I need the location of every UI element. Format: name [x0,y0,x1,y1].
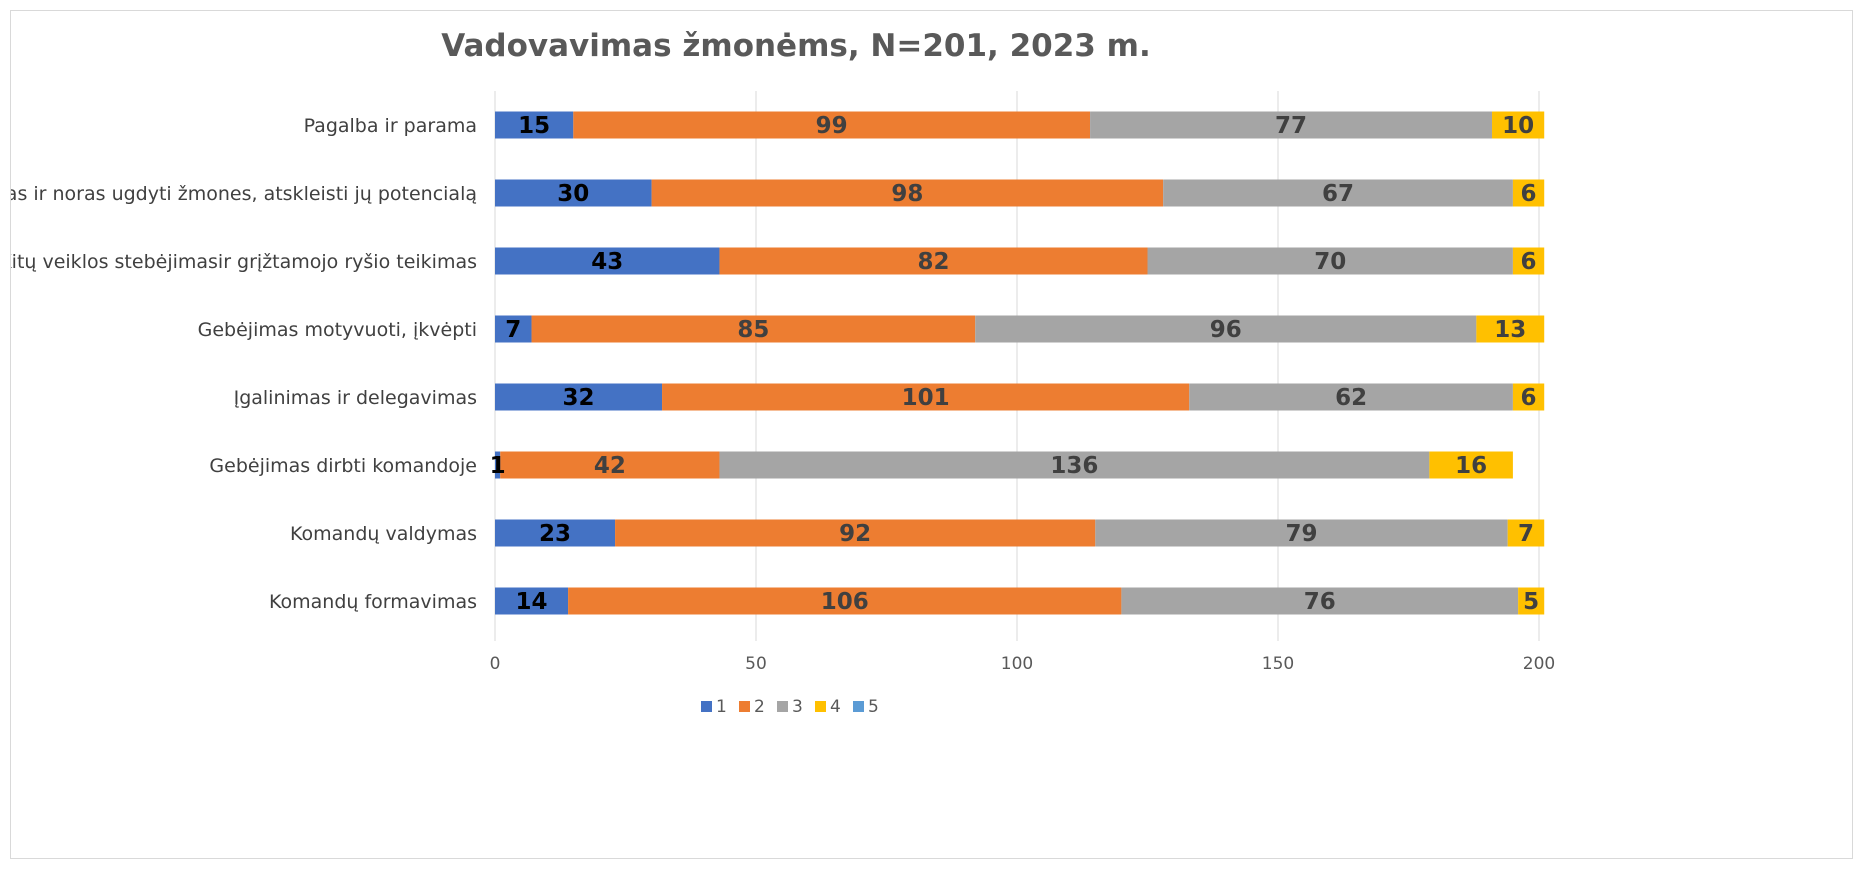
bar-segment [1163,179,1513,207]
bars [495,111,1545,615]
bar-segment [1090,111,1493,139]
data-label: 1 [490,453,506,479]
legend-swatch [777,701,788,712]
data-label: 10 [1502,113,1534,139]
category-axis: Pagalba ir parama Gebėjimas ir noras ugdy… [11,115,477,613]
data-label: 70 [1314,249,1346,275]
category-label: Gebėjimas ir noras ugdyti žmones, atskle… [11,183,477,205]
data-label: 62 [1335,385,1367,411]
x-tick-label: 0 [490,654,501,674]
x-tick-label: 150 [1262,654,1294,674]
data-label: 16 [1455,453,1487,479]
bar-segment [1476,315,1545,343]
bar-segment [975,315,1477,343]
data-label: 15 [518,113,550,139]
data-label: 101 [902,385,950,411]
data-label: 42 [594,453,626,479]
stacked-bar-chart: Vadovavimas žmonėms, N=201, 2023 m. 15 99… [11,28,1556,717]
legend-swatch [815,701,826,712]
data-label: 82 [917,249,949,275]
value-axis: 0 50 100 150 200 [490,654,1556,674]
legend: 1 2 3 4 5 [701,697,879,717]
bar-segment [1512,247,1545,275]
bar-segment [1147,247,1513,275]
data-label: 85 [737,317,769,343]
bar-segment [495,247,720,275]
chart-frame: Vadovavimas žmonėms, N=201, 2023 m. 15 99… [10,10,1853,859]
category-label: Kitų veiklos stebėjimasir grįžtamojo ryš… [11,251,477,273]
x-tick-label: 100 [1001,654,1033,674]
bar-segment [1095,519,1508,547]
data-label: 136 [1050,453,1098,479]
bar-segment [1507,519,1545,547]
legend-swatch [739,701,750,712]
data-label: 5 [1523,589,1539,615]
data-label: 98 [891,181,923,207]
legend-label: 3 [792,697,803,717]
bar-segment [495,519,616,547]
bar-segment [615,519,1096,547]
legend-label: 2 [754,697,765,717]
chart-title: Vadovavimas žmonėms, N=201, 2023 m. [441,28,1151,64]
bar-segment [495,383,663,411]
category-label: Komandų formavimas [269,591,477,613]
data-label: 6 [1521,385,1537,411]
data-label: 92 [839,521,871,547]
x-tick-label: 200 [1523,654,1555,674]
legend-swatch [701,701,712,712]
bar-segment [719,451,1430,479]
category-label: Gebėjimas dirbti komandoje [209,455,477,477]
data-label: 13 [1494,317,1526,343]
data-label: 30 [557,181,589,207]
bar-segment [1429,451,1513,479]
legend-label: 5 [868,697,879,717]
bar-segment [1189,383,1513,411]
data-label: 99 [816,113,848,139]
data-label: 14 [516,589,548,615]
data-label: 7 [505,317,521,343]
bar-segment [1512,383,1545,411]
bar-segment [1121,587,1519,615]
data-label: 23 [539,521,571,547]
bar-segment [495,587,569,615]
legend-label: 4 [830,697,841,717]
category-label: Pagalba ir parama [304,115,477,137]
bar-segment [531,315,976,343]
data-label: 67 [1322,181,1354,207]
data-label: 32 [563,385,595,411]
data-label: 106 [821,589,869,615]
bar-segment [495,451,501,479]
legend-label: 1 [716,697,727,717]
category-label: Gebėjimas motyvuoti, įkvėpti [198,319,477,341]
data-label: 79 [1285,521,1317,547]
bar-segment [719,247,1148,275]
data-label: 43 [591,249,623,275]
data-label: 6 [1521,181,1537,207]
data-label: 6 [1521,249,1537,275]
category-label: Komandų valdymas [290,523,477,545]
bar-segment [1512,179,1545,207]
category-label: Įgalinimas ir delegavimas [234,387,477,409]
bar-segment [568,587,1122,615]
bar-segment [662,383,1190,411]
x-tick-label: 50 [745,654,767,674]
data-label: 76 [1304,589,1336,615]
bar-segment [1492,111,1545,139]
legend-swatch [853,701,864,712]
bar-segment [573,111,1091,139]
bar-segment [495,111,574,139]
bar-segment [495,315,532,343]
bar-segment [651,179,1164,207]
data-label: 77 [1275,113,1307,139]
bar-segment [495,179,652,207]
bar-segment [500,451,720,479]
data-label: 96 [1210,317,1242,343]
gridlines [494,91,1540,641]
data-label: 7 [1518,521,1534,547]
bar-segment [1518,587,1545,615]
